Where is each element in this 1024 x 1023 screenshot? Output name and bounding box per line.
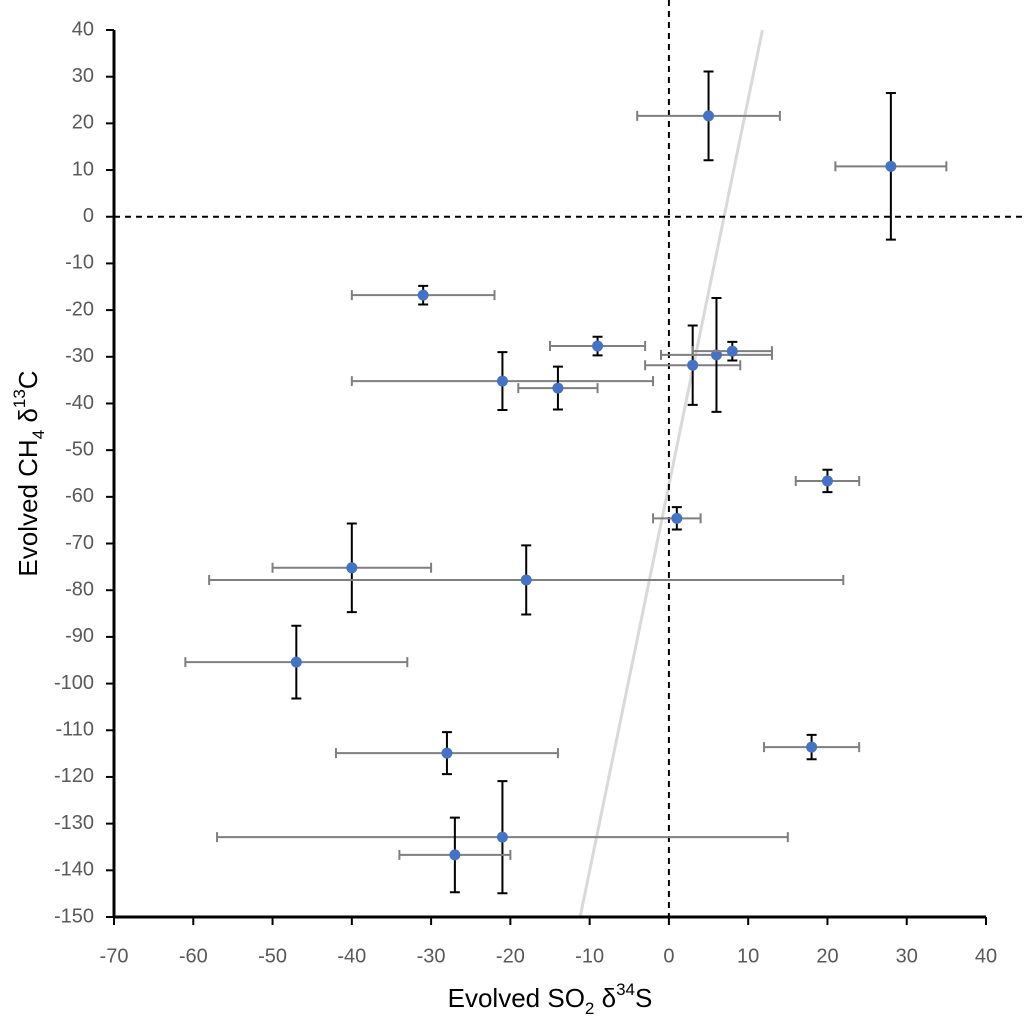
x-tick-label: 10 xyxy=(737,945,759,967)
y-tick-label: -150 xyxy=(54,905,94,927)
point xyxy=(885,160,897,172)
y-tick-label: 10 xyxy=(72,158,94,180)
y-tick-label: -90 xyxy=(65,625,94,647)
y-axis-title-part: Evolved CH xyxy=(13,439,43,576)
point xyxy=(806,741,818,753)
y-tick-label: -60 xyxy=(65,485,94,507)
error-bars xyxy=(184,624,409,700)
point xyxy=(703,110,715,122)
x-axis-title-part: Evolved SO xyxy=(448,983,585,1013)
trend-line xyxy=(578,29,764,917)
x-axis-title-part: 34 xyxy=(616,980,635,999)
y-axis-title-part: δ xyxy=(13,408,43,430)
y-tick-label: -10 xyxy=(65,252,94,274)
y-tick-label: -100 xyxy=(54,672,94,694)
y-tick-label: -110 xyxy=(55,719,94,741)
point xyxy=(592,340,604,352)
x-tick-label: -10 xyxy=(575,945,604,967)
x-tick-label: 40 xyxy=(975,945,997,967)
x-tick-label: -60 xyxy=(179,945,208,967)
x-tick-label: -50 xyxy=(258,945,287,967)
x-axis-title-part: 2 xyxy=(585,999,594,1018)
y-tick-label: -50 xyxy=(65,438,94,460)
x-axis-title-part: S xyxy=(635,983,652,1013)
point xyxy=(441,747,453,759)
point xyxy=(496,831,508,843)
y-axis-title: Evolved CH4 δ13C xyxy=(10,370,48,576)
y-tick-label: -70 xyxy=(65,532,94,554)
x-tick-label: -40 xyxy=(337,945,366,967)
x-tick-label: -70 xyxy=(100,945,129,967)
x-tick-label: -30 xyxy=(417,945,446,967)
point xyxy=(671,512,683,524)
y-axis-title-part: 4 xyxy=(29,430,48,439)
y-tick-label: -20 xyxy=(65,298,94,320)
x-axis-title-part: δ xyxy=(594,983,616,1013)
point xyxy=(687,359,699,371)
point xyxy=(449,849,461,861)
x-axis-title: Evolved SO2 δ34S xyxy=(448,980,653,1018)
y-tick-label: 40 xyxy=(72,18,94,40)
point xyxy=(346,562,358,574)
error-bars xyxy=(636,70,781,162)
point xyxy=(496,375,508,387)
y-tick-label: -80 xyxy=(65,578,94,600)
point xyxy=(520,574,532,586)
y-axis-title-part: C xyxy=(13,370,43,389)
point xyxy=(290,656,302,668)
y-tick-label: -30 xyxy=(65,345,94,367)
x-tick-label: -20 xyxy=(496,945,525,967)
y-tick-label: -120 xyxy=(54,765,94,787)
point xyxy=(552,382,564,394)
y-axis-title-part: 13 xyxy=(10,389,29,408)
x-tick-label: 0 xyxy=(663,945,674,967)
y-tick-label: 20 xyxy=(72,112,94,134)
y-tick-label: 30 xyxy=(72,65,94,87)
point xyxy=(726,345,738,357)
y-tick-label: 0 xyxy=(83,205,94,227)
y-tick-label: -140 xyxy=(54,859,94,881)
point xyxy=(417,289,429,301)
x-tick-label: 20 xyxy=(816,945,838,967)
y-tick-label: -40 xyxy=(65,392,94,414)
point xyxy=(821,475,833,487)
x-tick-label: 30 xyxy=(896,945,918,967)
y-tick-label: -130 xyxy=(54,812,94,834)
